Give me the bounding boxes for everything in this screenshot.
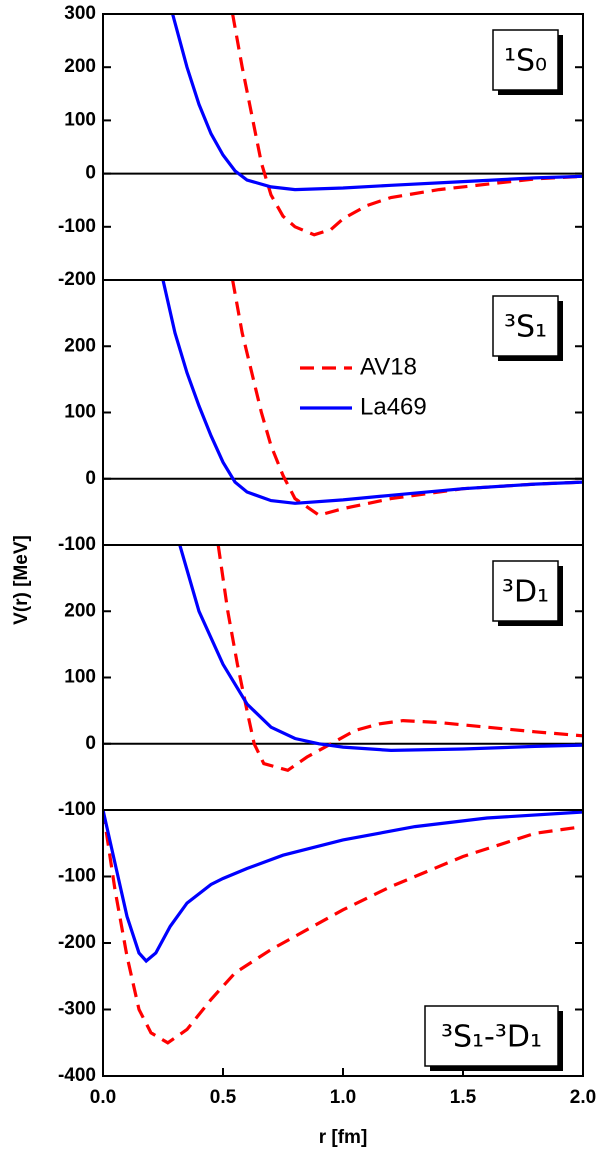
y-tick-label: -100 xyxy=(58,866,96,887)
series-line xyxy=(171,14,583,192)
y-tick-label: -100 xyxy=(58,534,96,555)
legend-label: AV18 xyxy=(360,353,417,380)
y-tick-label: -200 xyxy=(58,269,96,290)
series-line xyxy=(103,810,583,1045)
y-tick-label: 100 xyxy=(64,402,96,423)
series-line xyxy=(103,810,583,964)
y-tick-label: -400 xyxy=(58,1065,96,1086)
annotation: ³S₁-³D₁ xyxy=(441,1020,542,1055)
annotation: ³D₁ xyxy=(502,575,549,610)
y-tick-label: -100 xyxy=(58,216,96,237)
y-axis-label: V(r) [MeV] xyxy=(11,535,32,625)
x-tick-label: 0.5 xyxy=(210,1087,237,1108)
y-tick-label: 200 xyxy=(64,600,96,621)
y-tick-label: 0 xyxy=(85,468,96,489)
y-tick-label: 200 xyxy=(64,335,96,356)
y-tick-label: 100 xyxy=(64,109,96,130)
y-tick-label: -100 xyxy=(58,799,96,820)
x-tick-label: 1.0 xyxy=(330,1087,356,1108)
y-tick-label: 300 xyxy=(64,3,96,24)
series-line xyxy=(216,545,583,773)
x-axis-label: r [fm] xyxy=(319,1127,368,1148)
y-tick-label: 200 xyxy=(64,56,96,77)
annotation: ³S₁ xyxy=(504,310,547,345)
y-tick-label: 0 xyxy=(85,163,96,184)
x-tick-label: 2.0 xyxy=(570,1087,596,1108)
y-tick-label: -200 xyxy=(58,932,96,953)
annotation-box xyxy=(424,1005,559,1067)
y-tick-label: -300 xyxy=(58,999,96,1020)
y-tick-label: 100 xyxy=(64,667,96,688)
annotation-box xyxy=(492,295,559,357)
series-line xyxy=(161,280,583,505)
y-tick-label: 0 xyxy=(85,733,96,754)
x-tick-label: 0.0 xyxy=(90,1087,116,1108)
series-line xyxy=(178,545,583,753)
annotation: ¹S₀ xyxy=(504,44,547,79)
legend-label: La469 xyxy=(360,393,427,420)
plot-frame xyxy=(102,809,584,1077)
annotation-box xyxy=(492,560,559,622)
annotation-box xyxy=(492,29,559,91)
series-line xyxy=(231,14,583,237)
x-tick-label: 1.5 xyxy=(450,1087,477,1108)
